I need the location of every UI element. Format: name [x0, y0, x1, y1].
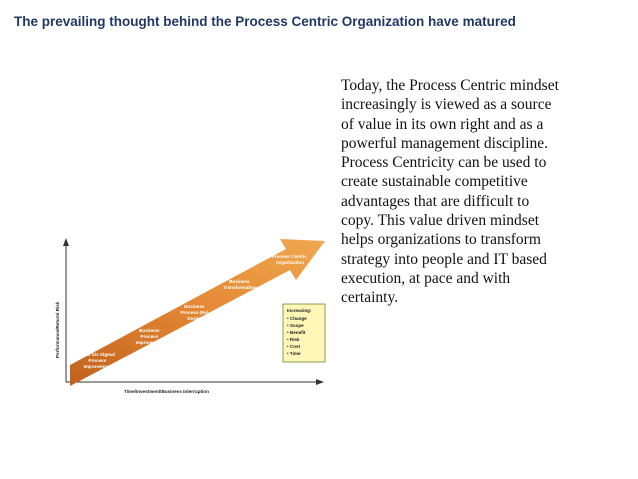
- step-label: Business Transformation: [223, 279, 257, 290]
- step-label: Business Process Improvement: [136, 328, 165, 345]
- body-paragraph: Today, the Process Centric mindset incre…: [341, 76, 613, 308]
- step-label: Lean Six Sigma/ Process Improvement: [80, 352, 117, 369]
- legend-heading: Increasing:: [287, 308, 312, 313]
- legend-item: • Time: [287, 351, 301, 356]
- body-line: strategy into people and IT based: [341, 250, 547, 268]
- body-line: powerful management discipline.: [341, 134, 549, 152]
- x-axis-arrowhead: [316, 379, 324, 385]
- slide-title: The prevailing thought behind the Proces…: [14, 14, 516, 29]
- x-axis-label: Time/Investment/Business Interruption: [124, 389, 209, 394]
- body-line: of value in its own right and as a: [341, 115, 544, 133]
- maturity-diagram: Performance/Return/ Risk Time/Investment…: [55, 238, 326, 394]
- y-axis-label: Performance/Return/ Risk: [55, 301, 60, 358]
- body-line: increasingly is viewed as a source: [341, 96, 552, 114]
- legend-item: • Scope: [287, 323, 304, 328]
- step-label: Business Process (Re) Design: [180, 304, 209, 321]
- body-line: create sustainable competitive: [341, 173, 528, 191]
- maturity-arrow: [70, 239, 325, 386]
- increasing-legend-box: [282, 303, 326, 363]
- body-line: Today, the Process Centric mindset: [341, 77, 559, 94]
- body-line: certainty.: [341, 289, 399, 307]
- body-line: copy. This value driven mindset: [341, 212, 540, 230]
- body-line: execution, at pace and with: [341, 269, 511, 287]
- body-line: Process Centricity can be used to: [341, 154, 547, 172]
- y-axis-arrowhead: [63, 238, 69, 246]
- legend-item: • Risk: [287, 337, 300, 342]
- body-line: helps organizations to transform: [341, 231, 541, 249]
- legend-item: • Benefit: [287, 330, 306, 335]
- body-line: advantages that are difficult to: [341, 192, 530, 210]
- legend-item: • Cost: [287, 344, 301, 349]
- step-label: Process Centric Organization: [272, 254, 308, 265]
- legend-item: • Change: [287, 316, 307, 321]
